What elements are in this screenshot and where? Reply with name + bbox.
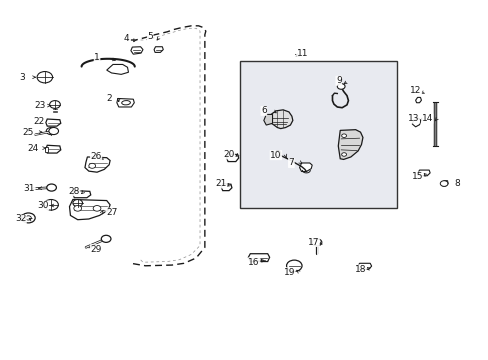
Circle shape bbox=[93, 206, 101, 211]
Polygon shape bbox=[442, 181, 447, 186]
Text: 17: 17 bbox=[307, 238, 319, 247]
Text: 14: 14 bbox=[421, 114, 432, 123]
Circle shape bbox=[37, 72, 53, 83]
Polygon shape bbox=[226, 154, 238, 162]
Circle shape bbox=[46, 127, 56, 135]
Ellipse shape bbox=[122, 100, 130, 105]
Circle shape bbox=[44, 199, 58, 210]
Polygon shape bbox=[117, 99, 134, 107]
Circle shape bbox=[73, 199, 82, 207]
Circle shape bbox=[274, 151, 280, 155]
Text: 10: 10 bbox=[270, 151, 281, 160]
Text: 24: 24 bbox=[27, 144, 38, 153]
Text: 5: 5 bbox=[147, 32, 153, 41]
Text: 13: 13 bbox=[407, 114, 419, 123]
Text: 11: 11 bbox=[296, 49, 307, 58]
Polygon shape bbox=[85, 157, 110, 172]
Text: 31: 31 bbox=[23, 184, 35, 193]
Text: 30: 30 bbox=[37, 201, 48, 210]
Text: 12: 12 bbox=[409, 86, 421, 95]
Polygon shape bbox=[131, 47, 142, 54]
FancyBboxPatch shape bbox=[239, 61, 396, 208]
Polygon shape bbox=[221, 184, 231, 191]
Circle shape bbox=[341, 153, 346, 156]
Circle shape bbox=[21, 213, 35, 223]
Circle shape bbox=[337, 84, 345, 89]
Circle shape bbox=[89, 163, 95, 168]
Text: 8: 8 bbox=[453, 179, 459, 188]
Text: 20: 20 bbox=[223, 150, 234, 159]
Polygon shape bbox=[69, 199, 110, 220]
Circle shape bbox=[439, 181, 447, 186]
Text: 18: 18 bbox=[354, 265, 366, 274]
Text: 6: 6 bbox=[261, 107, 266, 116]
Text: 3: 3 bbox=[19, 73, 25, 82]
Text: 9: 9 bbox=[335, 76, 341, 85]
Circle shape bbox=[50, 100, 60, 108]
Polygon shape bbox=[45, 147, 48, 152]
Text: 32: 32 bbox=[15, 215, 26, 224]
Circle shape bbox=[101, 235, 111, 242]
Circle shape bbox=[47, 184, 56, 191]
Polygon shape bbox=[46, 145, 61, 153]
Text: 22: 22 bbox=[33, 117, 44, 126]
Text: 1: 1 bbox=[94, 53, 100, 62]
Polygon shape bbox=[46, 119, 61, 126]
Text: 26: 26 bbox=[90, 153, 102, 162]
Text: 23: 23 bbox=[35, 101, 46, 110]
Circle shape bbox=[341, 134, 346, 138]
Polygon shape bbox=[417, 170, 429, 176]
Polygon shape bbox=[415, 98, 421, 103]
Text: 2: 2 bbox=[106, 94, 112, 103]
Text: 4: 4 bbox=[123, 34, 129, 43]
Text: 15: 15 bbox=[411, 172, 423, 181]
Text: 16: 16 bbox=[248, 258, 260, 267]
Circle shape bbox=[286, 260, 302, 271]
Circle shape bbox=[25, 216, 31, 220]
Polygon shape bbox=[73, 191, 91, 198]
Text: 28: 28 bbox=[68, 187, 80, 196]
Text: 19: 19 bbox=[283, 267, 295, 276]
Text: 21: 21 bbox=[215, 179, 226, 188]
Polygon shape bbox=[154, 47, 163, 53]
Text: 25: 25 bbox=[22, 128, 34, 137]
Polygon shape bbox=[411, 118, 420, 127]
Polygon shape bbox=[265, 110, 292, 129]
Text: 7: 7 bbox=[288, 158, 294, 167]
Circle shape bbox=[74, 206, 81, 211]
Circle shape bbox=[49, 127, 59, 135]
Text: 29: 29 bbox=[90, 244, 102, 253]
Polygon shape bbox=[248, 254, 269, 261]
Polygon shape bbox=[299, 163, 311, 171]
Polygon shape bbox=[106, 64, 128, 75]
Text: 27: 27 bbox=[105, 208, 117, 217]
Polygon shape bbox=[338, 130, 362, 159]
Polygon shape bbox=[264, 114, 272, 125]
Polygon shape bbox=[357, 263, 371, 269]
Circle shape bbox=[311, 239, 321, 246]
